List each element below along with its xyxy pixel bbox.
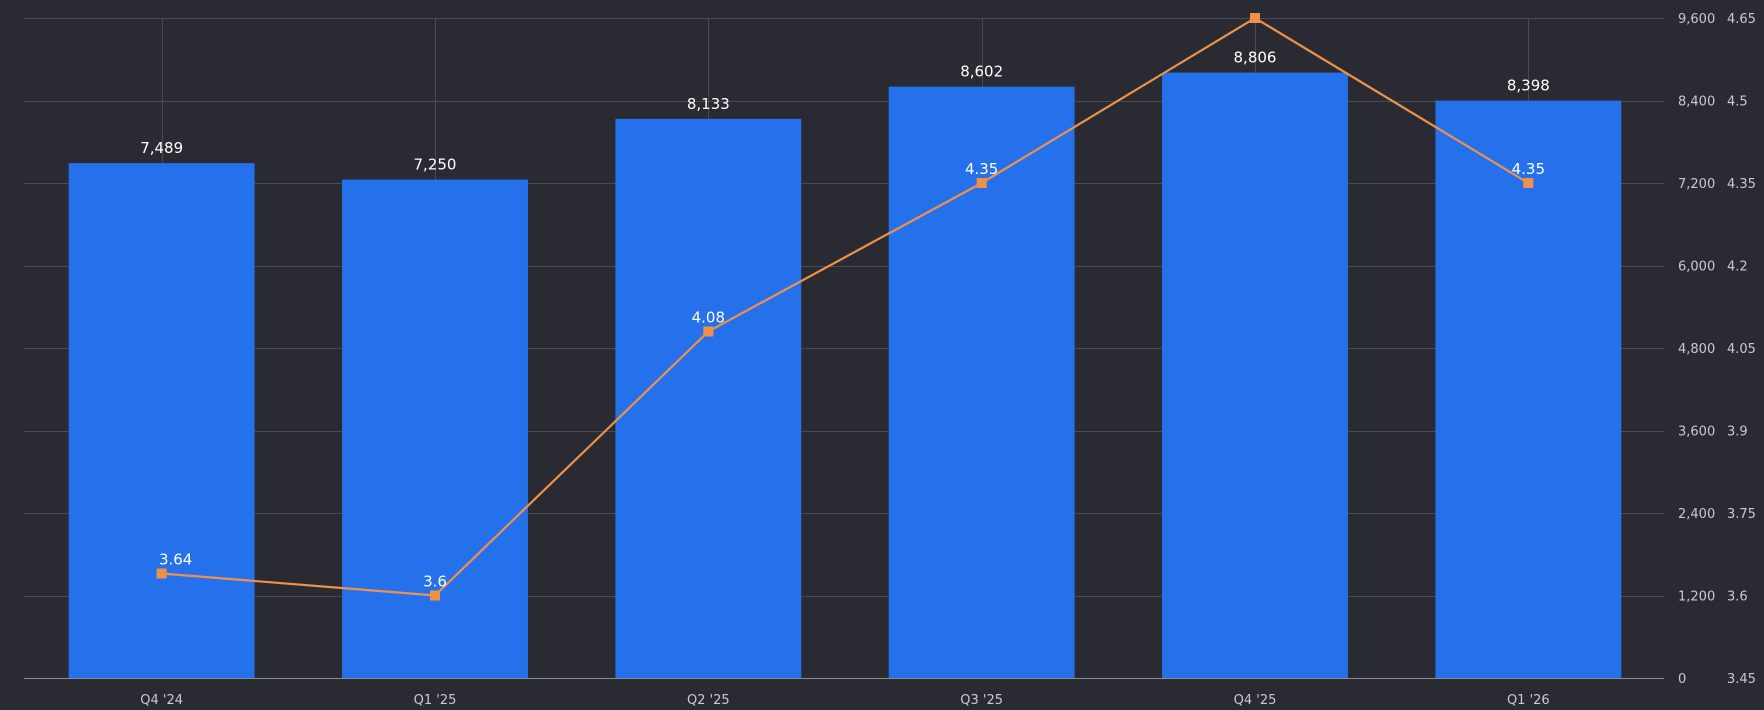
bar bbox=[1435, 100, 1622, 678]
line-data-label: 3.6 bbox=[423, 573, 447, 591]
line-marker bbox=[156, 568, 167, 579]
line-marker bbox=[703, 326, 714, 337]
data-labels: 7,489 7,250 8,133 8,602 8,806 8,398 3.64 3.6 4.0… bbox=[140, 49, 1550, 591]
y-right-tick-label: 3.9 bbox=[1727, 425, 1748, 440]
x-tick-label: Q3 '25 bbox=[960, 693, 1003, 708]
bar bbox=[68, 163, 255, 679]
x-tick-label: Q4 '25 bbox=[1234, 693, 1277, 708]
y-left-tick-label: 7,200 bbox=[1678, 177, 1715, 192]
line-data-label: 4.35 bbox=[965, 160, 998, 178]
bar-data-label: 8,602 bbox=[960, 63, 1003, 81]
bar-data-label: 8,398 bbox=[1507, 77, 1550, 95]
y-right-tick-label: 4.5 bbox=[1727, 95, 1748, 110]
bar-data-label: 7,489 bbox=[140, 139, 183, 157]
y-left-tick-label: 3,600 bbox=[1678, 425, 1715, 440]
y-right-tick-label: 4.35 bbox=[1727, 177, 1756, 192]
bar bbox=[342, 179, 528, 678]
bar-data-label: 8,133 bbox=[687, 95, 730, 113]
y-left-tick-label: 8,400 bbox=[1678, 95, 1715, 110]
line-data-label: 4.35 bbox=[1512, 160, 1545, 178]
line-marker bbox=[1250, 13, 1260, 23]
bar bbox=[1162, 72, 1348, 678]
line-data-label: 4.08 bbox=[692, 309, 725, 327]
bar-data-label: 7,250 bbox=[414, 156, 457, 174]
x-tick-label: Q1 '25 bbox=[414, 693, 457, 708]
y-right-tick-label: 3.45 bbox=[1727, 672, 1756, 687]
y-left-tick-label: 9,600 bbox=[1678, 12, 1715, 27]
line-marker bbox=[430, 590, 440, 601]
line-data-label: 3.64 bbox=[159, 551, 192, 569]
y-left-tick-label: 6,000 bbox=[1678, 260, 1715, 275]
y-left-tick-label: 4,800 bbox=[1678, 342, 1715, 357]
axes: 0 1,200 2,400 3,600 4,800 6,000 7,200 8,400 9,60… bbox=[24, 12, 1756, 708]
y-right-tick-label: 4.05 bbox=[1727, 342, 1756, 357]
x-tick-label: Q2 '25 bbox=[687, 693, 730, 708]
line-marker bbox=[1523, 178, 1534, 188]
bar-series bbox=[68, 72, 1622, 679]
y-right-tick-label: 3.75 bbox=[1727, 507, 1756, 522]
y-left-tick-label: 1,200 bbox=[1678, 590, 1715, 605]
bar-data-label: 8,806 bbox=[1234, 49, 1277, 67]
line-series bbox=[156, 13, 1534, 601]
line-marker bbox=[976, 178, 987, 188]
x-tick-label: Q1 '26 bbox=[1507, 693, 1550, 708]
bar bbox=[615, 118, 802, 678]
y-right-tick-label: 3.6 bbox=[1727, 590, 1748, 605]
y-left-tick-label: 0 bbox=[1678, 672, 1686, 687]
y-left-tick-label: 2,400 bbox=[1678, 507, 1715, 522]
x-tick-label: Q4 '24 bbox=[140, 693, 183, 708]
y-right-tick-label: 4.65 bbox=[1727, 12, 1756, 27]
line-path bbox=[161, 16, 1529, 597]
y-right-tick-label: 4.2 bbox=[1727, 260, 1748, 275]
